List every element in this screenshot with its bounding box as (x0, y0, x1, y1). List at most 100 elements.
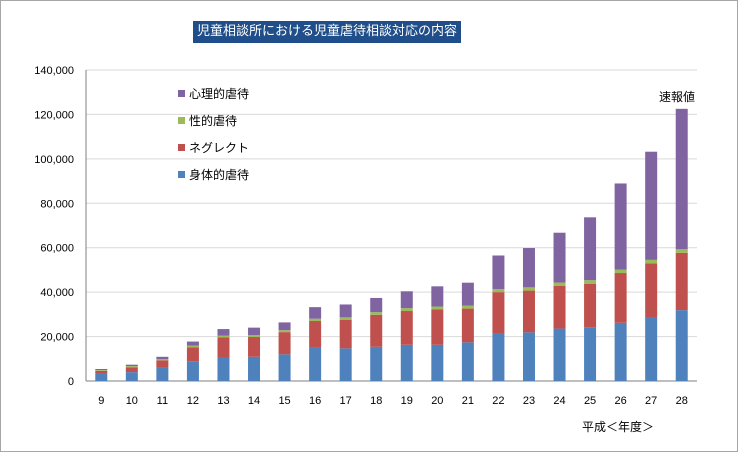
y-tick-label: 140,000 (34, 65, 74, 77)
bar-segment (400, 291, 413, 309)
x-tick-label: 28 (676, 395, 688, 407)
bar-segment (675, 108, 688, 250)
legend-label: 性的虐待 (189, 113, 237, 128)
chart-title: 児童相談所における児童虐待相談対応の内容 (193, 21, 462, 43)
x-tick-label: 11 (157, 395, 168, 407)
bar-segment (339, 348, 352, 381)
bar-segment (431, 309, 444, 345)
bar-segment (614, 273, 627, 323)
bar-segment (156, 356, 169, 360)
x-tick-label: 26 (615, 395, 627, 407)
bar-segment (309, 347, 322, 381)
legend-swatch (178, 144, 185, 151)
bar-segment (95, 369, 108, 371)
bar-segment (522, 287, 535, 291)
legend-label: ネグレクト (189, 141, 249, 155)
bar-segment (400, 311, 413, 345)
bar-segment (278, 330, 291, 333)
bar-segment (553, 282, 566, 286)
bar-segment (186, 345, 199, 348)
bar-segment (186, 341, 199, 346)
bar-segment (370, 314, 383, 347)
bar-segment (522, 248, 535, 288)
bar-segment (309, 321, 322, 348)
bar-segment (248, 335, 261, 338)
bar-segment (584, 280, 597, 284)
bar-segment (217, 337, 230, 358)
bar-segment (248, 327, 261, 336)
bar-segment (522, 332, 535, 381)
x-tick-label: 20 (431, 395, 443, 407)
x-tick-label: 12 (187, 395, 199, 407)
bar-segment (278, 322, 291, 331)
x-tick-label: 9 (98, 395, 104, 407)
bar-segment (278, 354, 291, 381)
bar-segment (309, 307, 322, 319)
y-tick-label: 100,000 (34, 154, 74, 166)
bar-segment (125, 366, 138, 368)
bar-segment (95, 370, 108, 371)
bar-segment (217, 357, 230, 381)
bar-segment (614, 269, 627, 274)
bar-segment (675, 252, 688, 311)
gridlines (85, 69, 697, 382)
bars (95, 108, 688, 381)
bar-segment (156, 359, 169, 361)
bar-segment (614, 183, 627, 270)
preliminary-value-annotation: 速報値 (659, 89, 695, 104)
bar-segment (431, 286, 444, 307)
bar-segment (339, 319, 352, 349)
bar-segment (156, 360, 169, 368)
bar-segment (156, 367, 169, 381)
legend-swatch (178, 171, 185, 178)
x-tick-label: 21 (462, 395, 474, 407)
bar-segment (95, 370, 108, 374)
bar-segment (461, 342, 474, 381)
bar-segment (645, 317, 658, 381)
y-tick-label: 40,000 (40, 287, 74, 299)
bar-segment (370, 346, 383, 381)
bar-segment (584, 327, 597, 381)
x-tick-label: 23 (523, 395, 535, 407)
bar-segment (584, 283, 597, 328)
bar-segment (278, 332, 291, 355)
bar-segment (645, 151, 658, 260)
bar-segment (522, 290, 535, 333)
bar-segment (186, 361, 199, 381)
bar-segment (248, 356, 261, 381)
x-tick-label: 18 (370, 395, 382, 407)
bar-segment (186, 347, 199, 362)
x-tick-label: 14 (248, 395, 260, 407)
x-tick-label: 16 (309, 395, 321, 407)
y-tick-label: 60,000 (40, 243, 74, 255)
bar-segment (461, 308, 474, 343)
x-tick-label: 19 (401, 395, 413, 407)
legend-label: 心理的虐待 (189, 86, 249, 101)
bar-segment (370, 312, 383, 315)
bar-segment (584, 217, 597, 281)
y-tick-label: 120,000 (34, 109, 74, 121)
x-axis-ticks: 9 10 11 12 13 14 15 16 17 18 19 20 21 22 23 24 25 26 27 28 (98, 395, 688, 407)
x-tick-label: 22 (492, 395, 504, 407)
bar-segment (339, 304, 352, 318)
bar-segment (339, 317, 352, 320)
bar-segment (400, 308, 413, 312)
bar-segment (95, 373, 108, 381)
bar-segment (553, 232, 566, 283)
bar-segment (400, 344, 413, 381)
bar-segment (492, 333, 505, 381)
bar-segment (125, 367, 138, 373)
bar-segment (614, 322, 627, 381)
bar-segment (217, 335, 230, 338)
x-tick-label: 25 (584, 395, 596, 407)
y-tick-label: 0 (68, 376, 74, 388)
bar-segment (492, 289, 505, 293)
bar-segment (309, 318, 322, 322)
bar-segment (645, 263, 658, 318)
bar-segment (553, 328, 566, 381)
legend-swatch (178, 90, 185, 97)
bar-segment (492, 255, 505, 290)
bar-segment (431, 344, 444, 381)
